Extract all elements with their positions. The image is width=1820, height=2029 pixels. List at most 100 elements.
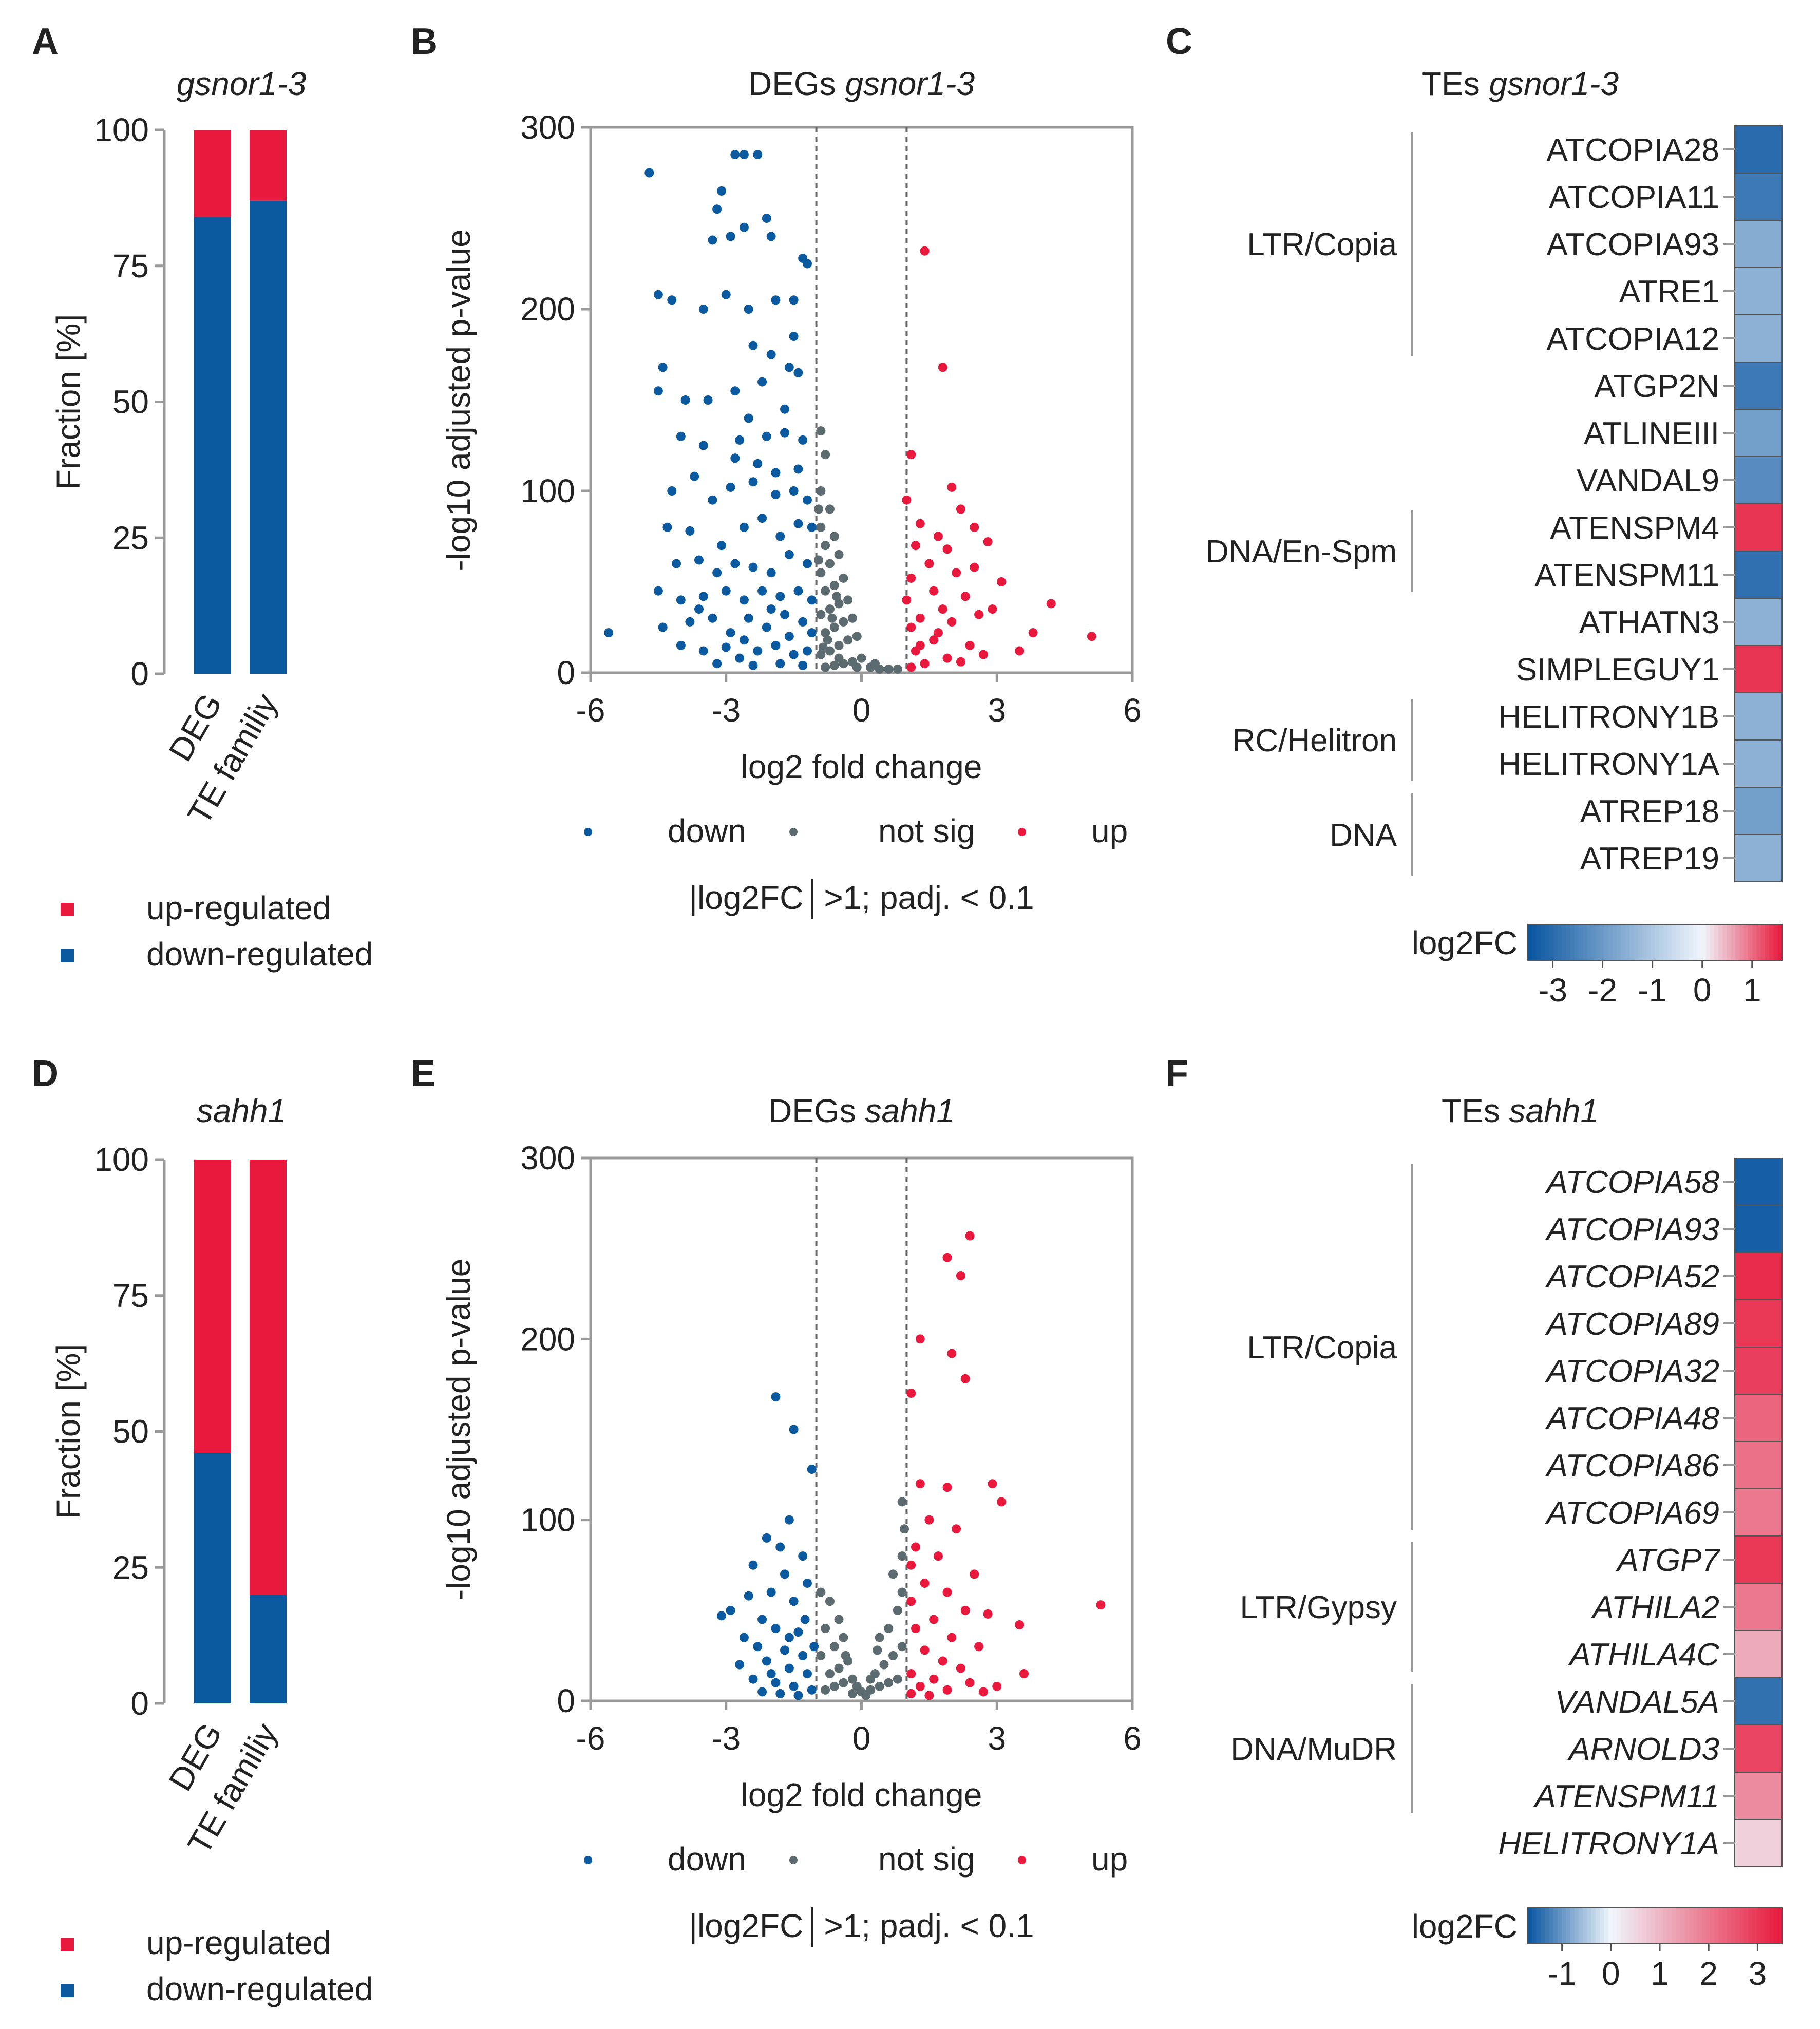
y-axis-label: Fraction [%] [50, 1344, 87, 1519]
y-tick-label: 25 [112, 1549, 149, 1586]
point-up [929, 1674, 939, 1684]
point-down [716, 1611, 726, 1621]
point-up [915, 1681, 925, 1691]
point-down [780, 610, 790, 619]
point-down [680, 395, 690, 405]
colorbar-segment [1553, 1908, 1558, 1944]
point-down [771, 468, 781, 478]
group-label: LTR/Copia [1247, 227, 1397, 262]
colorbar-tick-label: -1 [1638, 972, 1667, 1009]
point-down [685, 526, 695, 536]
heatmap-cell [1734, 1347, 1783, 1395]
point-down [653, 386, 663, 396]
point-down [739, 1633, 749, 1642]
colorbar-tick-label: 1 [1651, 1955, 1669, 1992]
point-up [965, 1678, 975, 1687]
point-down [803, 259, 812, 269]
colorbar-tick-label: 3 [1749, 1955, 1767, 1992]
legend-label: down-regulated [146, 936, 373, 973]
colorbar-segment [1769, 924, 1774, 960]
colorbar-segment [1642, 924, 1647, 960]
colorbar-tick-label: 0 [1602, 1955, 1620, 1992]
point-down [766, 604, 776, 614]
x-tick-label: 0 [852, 1720, 871, 1757]
y-tick-label: 0 [130, 1685, 149, 1722]
colorbar-segment [1587, 1908, 1592, 1944]
row-label: ATCOPIA93 [1546, 227, 1719, 262]
plot-frame [589, 1156, 1134, 1702]
point-not-sig [888, 1651, 898, 1660]
colorbar-segment [1672, 1908, 1677, 1944]
point-up [956, 1663, 965, 1673]
bar-down-regulated-0 [194, 217, 231, 674]
point-down [784, 1633, 794, 1642]
row-label: ATENSPM11 [1533, 1779, 1719, 1814]
colorbar-segment [1617, 1908, 1622, 1944]
colorbar-frame [1527, 1907, 1783, 1944]
point-down [644, 168, 654, 178]
x-tick-label: -3 [711, 1720, 741, 1757]
colorbar-segment [1739, 924, 1745, 960]
point-up [924, 1515, 934, 1525]
row-label: ATGP7 [1615, 1543, 1720, 1578]
point-not-sig [897, 1551, 907, 1561]
point-down [809, 1642, 819, 1652]
heatmap-cell [1734, 1252, 1783, 1300]
legend-label: not sig [878, 1841, 975, 1878]
point-down [753, 150, 763, 160]
panel-e-volcano-plot: DEGs sahh1 -6 -3 0 3 6 0 100 200 300 log2 fold cha… [440, 1092, 1142, 1947]
colorbar-segment [1727, 924, 1732, 960]
colorbar-segment [1549, 1908, 1554, 1944]
heatmap-cell [1734, 362, 1783, 410]
point-up [983, 537, 993, 547]
group-label: DNA/En-Spm [1206, 534, 1397, 570]
point-up [906, 1560, 916, 1570]
point-down [789, 295, 799, 305]
row-label: HELITRONY1A [1498, 747, 1719, 782]
heatmap-cell [1734, 1488, 1783, 1537]
row-label: HELITRONY1A [1498, 1826, 1719, 1862]
point-up [933, 628, 943, 638]
colorbar-segment [1722, 1908, 1728, 1944]
row-label: ATCOPIA28 [1546, 132, 1719, 168]
colorbar-segment [1731, 924, 1736, 960]
colorbar-segment [1710, 924, 1715, 960]
colorbar-tick-label: -1 [1547, 1955, 1577, 1992]
point-up [929, 586, 939, 596]
colorbar-segment [1545, 1908, 1550, 1944]
colorbar-segment [1613, 1908, 1618, 1944]
row-label: ATREP18 [1580, 794, 1719, 829]
title-italic: sahh1 [865, 1092, 955, 1129]
point-down [793, 1627, 803, 1637]
x-tick-label: 0 [852, 692, 871, 729]
point-up [978, 650, 988, 659]
point-down [784, 363, 794, 372]
y-tick-label: 25 [112, 519, 149, 556]
point-down [726, 628, 735, 638]
colorbar-segment [1689, 1908, 1694, 1944]
x-axis-label: log2 fold change [741, 748, 982, 785]
point-not-sig [888, 1569, 898, 1579]
point-down [685, 617, 695, 627]
point-not-sig [879, 1660, 889, 1670]
legend-marker-down [584, 1856, 592, 1864]
row-label: ATCOPIA58 [1544, 1165, 1719, 1200]
point-down [739, 595, 749, 605]
point-up [947, 617, 957, 627]
point-up [947, 482, 957, 492]
point-not-sig [852, 1681, 862, 1691]
chart-title: DEGs gsnor1-3 [748, 65, 975, 102]
colorbar-segment [1718, 1908, 1723, 1944]
point-not-sig [825, 1669, 835, 1679]
point-not-sig [875, 1681, 884, 1691]
heatmap-cell [1734, 1205, 1783, 1253]
point-down [789, 1681, 799, 1691]
point-down [798, 1651, 808, 1660]
group-label: LTR/Copia [1247, 1330, 1397, 1366]
point-down [662, 522, 672, 532]
point-down [775, 659, 785, 669]
heatmap-cell [1734, 1630, 1783, 1678]
point-not-sig [821, 628, 830, 638]
colorbar-segment [1765, 924, 1770, 960]
